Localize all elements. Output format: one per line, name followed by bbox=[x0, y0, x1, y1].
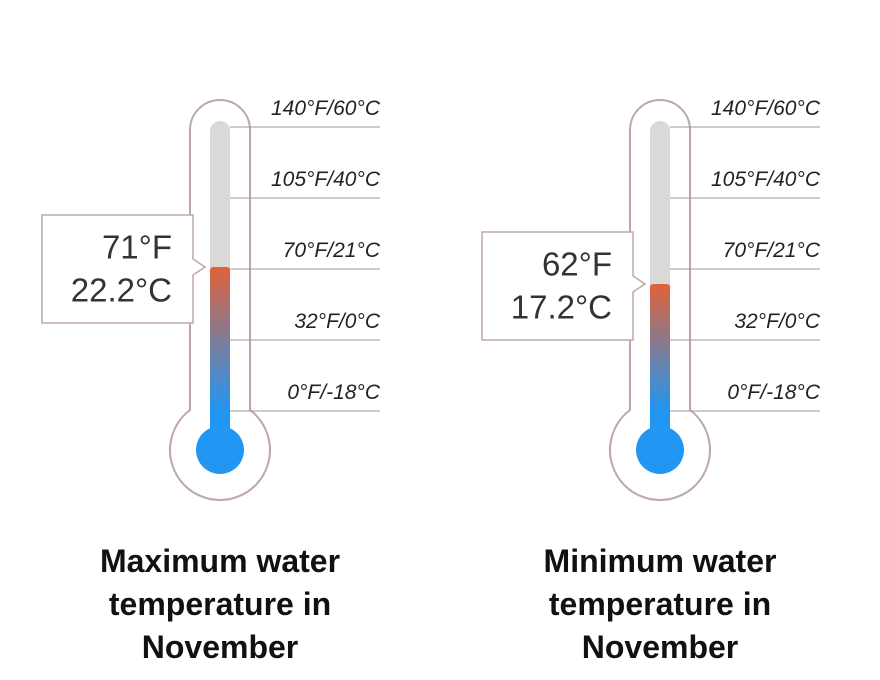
tick-label: 32°F/0°C bbox=[734, 310, 820, 333]
tick-label: 70°F/21°C bbox=[283, 239, 381, 262]
tick-label: 0°F/-18°C bbox=[727, 381, 820, 404]
secondary-label: 17.2°C bbox=[511, 289, 612, 326]
callout bbox=[41, 214, 207, 324]
chart-title: Maximum water temperature in November bbox=[99, 543, 341, 665]
thermometer-outline bbox=[169, 99, 271, 501]
thermometer-outline bbox=[609, 99, 711, 501]
value-label: 71°F bbox=[102, 229, 172, 266]
chart-title: Minimum water temperature in November bbox=[543, 543, 777, 665]
secondary-label: 22.2°C bbox=[71, 272, 172, 309]
value-label: 62°F bbox=[542, 246, 612, 283]
mercury bbox=[650, 283, 670, 450]
tick-label: 32°F/0°C bbox=[294, 310, 380, 333]
tick-label: 105°F/40°C bbox=[271, 168, 381, 191]
callout bbox=[481, 231, 647, 341]
bulb bbox=[636, 426, 684, 474]
tick-label: 140°F/60°C bbox=[271, 97, 381, 120]
tick-label: 105°F/40°C bbox=[711, 168, 821, 191]
tick-label: 0°F/-18°C bbox=[287, 381, 380, 404]
bulb bbox=[196, 426, 244, 474]
tick-label: 70°F/21°C bbox=[723, 239, 821, 262]
mercury bbox=[210, 266, 230, 450]
tick-label: 140°F/60°C bbox=[711, 97, 821, 120]
